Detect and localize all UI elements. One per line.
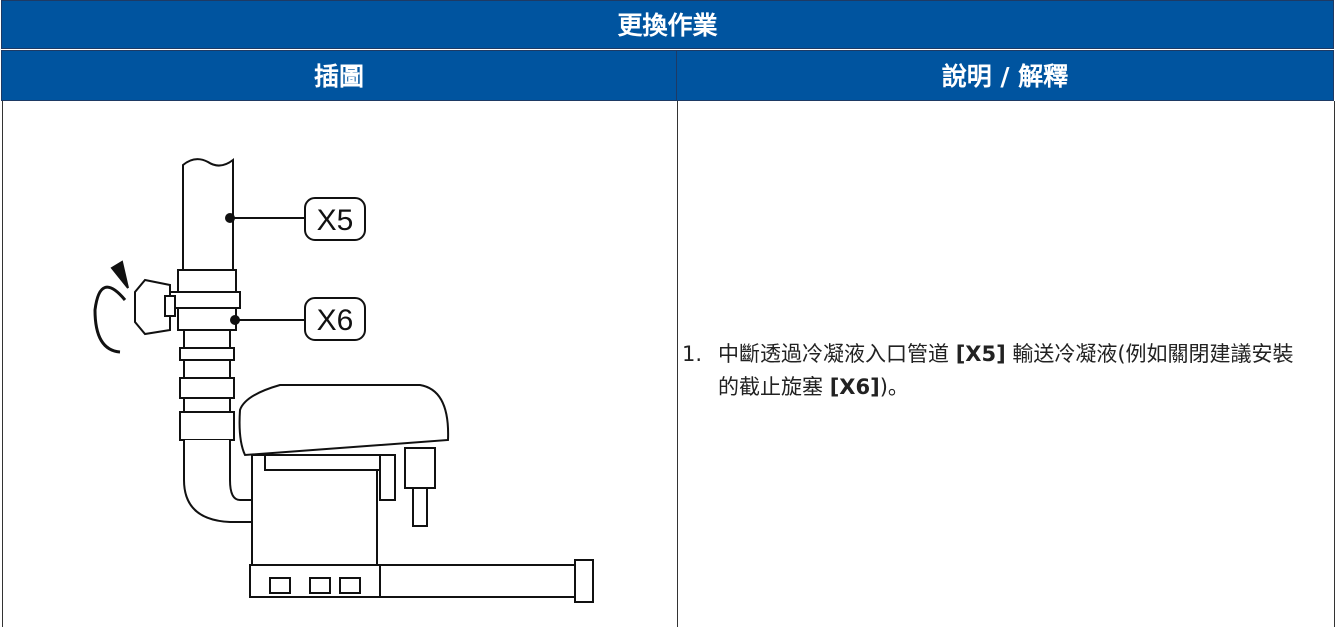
figure-label: X6 <box>317 304 354 337</box>
figure-label: X5 <box>317 204 354 237</box>
text: )。 <box>879 375 909 399</box>
reference: [X6] <box>829 375 880 399</box>
reference: [X5] <box>955 342 1006 366</box>
step-number: 1. <box>682 342 703 366</box>
text: 中斷透過冷凝液入口管道 <box>718 342 956 366</box>
border <box>1334 101 1335 627</box>
border <box>677 101 678 627</box>
text: 輸送冷凝液(例如關閉建議安裝的截止旋塞 <box>718 342 1294 399</box>
step: 1. 中斷透過冷凝液入口管道 [X5] 輸送冷凝液(例如關閉建議安裝的截止旋塞 … <box>682 338 1312 404</box>
step-text: 中斷透過冷凝液入口管道 [X5] 輸送冷凝液(例如關閉建議安裝的截止旋塞 [X6… <box>718 338 1312 404</box>
table-title: 更換作業 <box>1 0 1334 49</box>
column-header: 說明 / 解釋 <box>676 50 1334 101</box>
column-header: 插圖 <box>1 50 677 101</box>
illustration: X5 X6 <box>93 157 594 603</box>
border <box>2 101 3 627</box>
